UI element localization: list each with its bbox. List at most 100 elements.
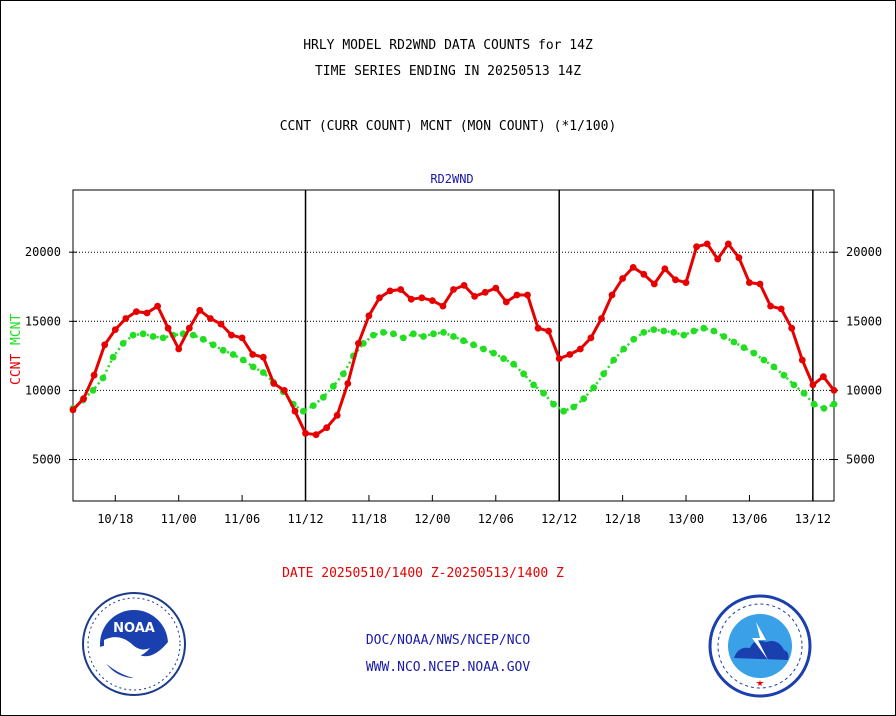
data-point-mcnt [440,329,447,336]
y-tick-label: 5000 [32,453,61,467]
org-label: DOC/NOAA/NWS/NCEP/NCO [365,633,531,648]
data-point-ccnt [122,315,130,322]
data-point-ccnt [693,243,700,251]
data-point-mcnt [600,370,608,378]
data-point-mcnt [400,334,407,342]
x-tick-label: 12/18 [605,512,641,526]
y-tick-label: 20000 [846,245,882,259]
data-point-mcnt [760,356,768,364]
data-point-ccnt [281,387,288,394]
noaa-logo-icon: NOAA [82,592,186,696]
data-point-ccnt [90,371,98,379]
data-point-mcnt [830,400,838,408]
data-point-mcnt [239,356,247,364]
data-point-mcnt [730,338,738,346]
data-point-mcnt [780,371,788,379]
data-point-mcnt [770,363,778,371]
data-point-ccnt [291,407,299,415]
data-point-ccnt [598,315,605,322]
data-point-mcnt [670,329,678,336]
data-point-mcnt [820,405,828,412]
data-point-ccnt [302,429,309,437]
data-point-mcnt [570,403,578,411]
data-point-ccnt [69,406,77,414]
data-point-ccnt [756,280,764,288]
data-point-ccnt [608,291,616,299]
y-tick-label: 15000 [25,314,61,328]
grid-lines [73,190,834,501]
data-point-ccnt [111,326,119,333]
data-point-mcnt [470,341,477,349]
x-tick-label: 12/12 [541,512,577,526]
data-point-mcnt [229,351,237,358]
data-point-ccnt [513,291,521,299]
data-point-ccnt [80,395,87,403]
data-point-ccnt [355,340,362,347]
data-point-mcnt [430,330,437,338]
x-tick-label: 13/12 [795,512,831,526]
data-point-ccnt [534,324,542,332]
data-point-ccnt [175,345,183,353]
data-point-mcnt [319,393,327,401]
data-point-ccnt [133,308,140,315]
data-point-ccnt [481,288,489,296]
date-range-label: DATE 20250510/1400 Z-20250513/1400 Z [282,566,564,581]
data-point-ccnt [767,302,774,310]
website-link[interactable]: WWW.NCO.NCEP.NOAA.GOV [365,660,531,675]
data-point-ccnt [164,324,172,332]
y-axis-label-ccnt: CCNT [9,354,24,385]
data-point-mcnt [660,327,668,335]
data-point-ccnt [376,294,383,302]
data-point-mcnt [710,327,718,335]
x-tick-label: 11/18 [351,512,387,526]
data-point-ccnt [439,302,447,310]
data-point-mcnt [520,370,527,378]
chart-title-line1: HRLY MODEL RD2WND DATA COUNTS for 14Z [303,38,593,53]
data-point-ccnt [682,279,690,286]
axes: 5000 5000 10000 10000 15000 15000 20000 20000 10… [25,189,882,526]
x-tick-label: 12/06 [478,512,514,526]
data-point-mcnt [360,340,367,347]
data-point-ccnt [270,380,278,387]
data-point-ccnt [429,297,436,304]
data-point-mcnt [309,402,317,409]
x-tick-label: 11/06 [224,512,260,526]
data-point-ccnt [788,324,796,332]
data-point-ccnt [450,286,457,293]
data-point-ccnt [185,324,193,332]
data-point-mcnt [650,326,658,333]
data-point-ccnt [407,295,415,303]
data-point-ccnt [207,315,214,322]
data-point-ccnt [640,270,648,278]
data-point-mcnt [610,356,618,364]
data-point-ccnt [143,309,151,317]
data-point-ccnt [228,331,235,339]
data-point-ccnt [333,411,341,419]
x-tick-label: 12/00 [414,512,450,526]
data-point-mcnt [500,355,507,362]
noaa-logo-text: NOAA [113,621,155,636]
data-point-ccnt [576,345,584,353]
data-point-mcnt [630,335,638,343]
data-point-mcnt [750,349,758,357]
data-point-ccnt [650,280,658,288]
data-point-ccnt [471,293,478,300]
data-point-mcnt [680,331,688,339]
x-tick-label: 13/00 [668,512,704,526]
y-tick-label: 10000 [846,383,882,397]
data-point-mcnt [259,369,267,376]
data-point-ccnt [154,302,162,310]
data-point-ccnt [259,353,267,361]
nws-logo-icon [708,594,812,698]
y-tick-label: 5000 [846,453,875,467]
data-point-mcnt [640,329,648,336]
y-axis-label-mcnt: MCNT [9,314,24,345]
data-point-ccnt [418,294,426,302]
data-point-ccnt [746,279,753,286]
data-point-ccnt [397,286,405,293]
data-point-ccnt [672,276,679,284]
data-point-ccnt [524,291,531,299]
data-point-ccnt [196,306,204,314]
data-point-mcnt [390,330,397,338]
